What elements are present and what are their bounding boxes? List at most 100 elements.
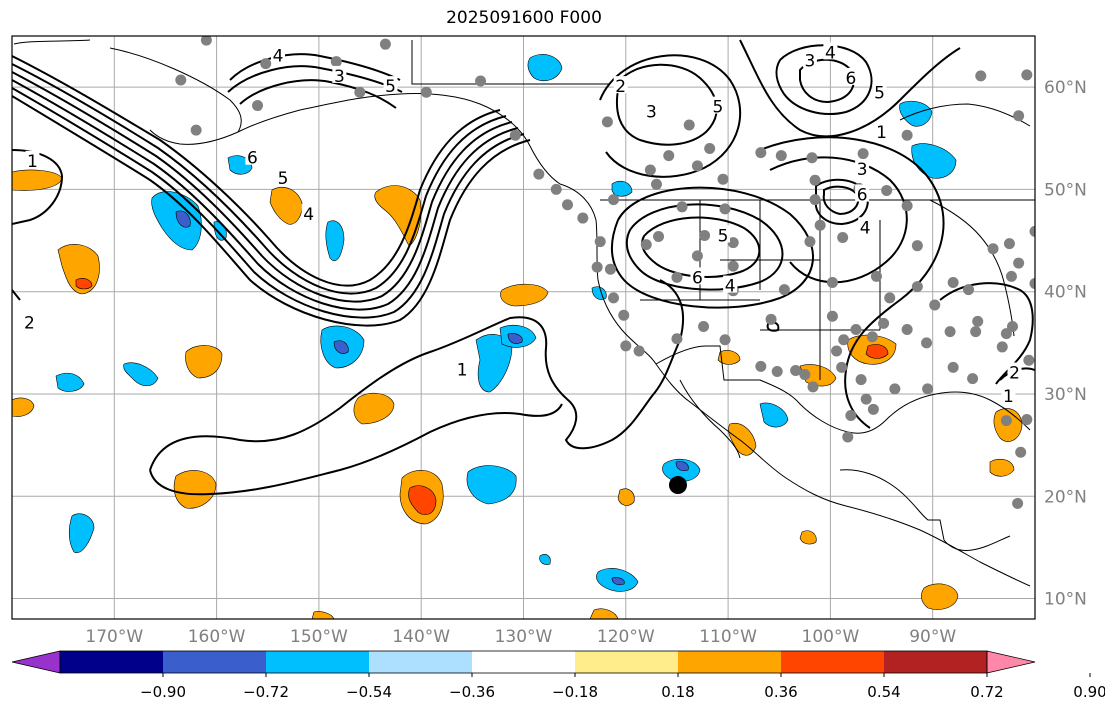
colorbar-segment <box>678 651 781 673</box>
station-dot <box>922 383 934 395</box>
station-dot <box>901 324 913 336</box>
blue-region-14 <box>899 100 933 127</box>
chart-title: 2025091600 F000 <box>446 8 602 28</box>
orange-region-8 <box>399 470 444 525</box>
station-dot <box>755 360 767 372</box>
blue-region-16 <box>759 402 789 428</box>
station-dot <box>190 124 202 136</box>
contour-label-bg <box>710 96 725 114</box>
contour-label-bg <box>1007 362 1022 380</box>
contour-label-bg <box>715 225 730 243</box>
station-dot <box>594 236 606 248</box>
station-dot <box>1029 278 1035 290</box>
colorbar-segment <box>575 651 678 673</box>
station-dot <box>837 231 849 243</box>
station-dot <box>717 173 729 185</box>
orange-region-3 <box>185 345 223 379</box>
contour-label-bg <box>872 82 887 100</box>
contour-label: 5 <box>718 226 729 246</box>
station-dot <box>809 194 821 206</box>
station-dot <box>809 174 821 186</box>
contour-label: 4 <box>273 46 284 66</box>
station-dot <box>591 261 603 273</box>
station-dot <box>1005 270 1017 282</box>
contour-label: 2 <box>24 313 35 333</box>
orange-region-13 <box>921 583 959 610</box>
lon-tick-label: 130°W <box>495 627 553 647</box>
station-dot <box>354 86 366 98</box>
contour-label: 6 <box>692 268 703 288</box>
orange-region-18 <box>799 530 817 545</box>
station-dot <box>1023 354 1035 366</box>
station-dot <box>604 263 616 275</box>
station-dot <box>755 147 767 159</box>
contour-label: 1 <box>27 152 38 172</box>
orange-region-9 <box>500 283 549 307</box>
station-dot <box>644 164 656 176</box>
colorbar-tick-label: −0.18 <box>552 683 598 701</box>
blue-region-6 <box>466 465 517 505</box>
contour-label: 3 <box>646 103 657 123</box>
contour-label: 5 <box>278 169 289 189</box>
contour-label: 4 <box>303 205 314 225</box>
station-dot <box>1003 238 1015 250</box>
station-dot <box>640 239 652 251</box>
colorbar-tick-label: 0.36 <box>764 683 797 701</box>
contour-label: 5 <box>874 83 885 103</box>
station-dot <box>1000 328 1012 340</box>
contour-label: 3 <box>334 67 345 87</box>
highlight-dot <box>668 476 687 495</box>
station-dot <box>845 409 857 421</box>
blue-region-7 <box>55 372 85 392</box>
station-dot <box>577 212 589 224</box>
orange-region-16 <box>617 488 635 506</box>
contour-label-bg <box>855 184 870 202</box>
colorbar-tick-label: −0.54 <box>346 683 392 701</box>
station-dot <box>850 324 862 336</box>
colorbar-segment <box>884 651 987 673</box>
contour-label-bg <box>723 275 738 293</box>
orange-region-7 <box>173 470 217 509</box>
station-dot <box>771 365 783 377</box>
station-dot <box>884 292 896 304</box>
blue-region-20 <box>539 554 551 565</box>
contour-label-bg <box>301 203 316 221</box>
contour-label-bg <box>455 359 470 377</box>
station-dot <box>633 345 645 357</box>
station-dot <box>901 200 913 212</box>
station-dot <box>719 334 731 346</box>
contour-label-bg <box>874 122 889 140</box>
station-dot <box>857 148 869 160</box>
station-dot <box>175 74 187 86</box>
orange-region-2 <box>57 244 100 295</box>
contour-label: 1 <box>876 123 887 143</box>
station-dot <box>330 56 342 68</box>
blue-region-10 <box>68 513 95 553</box>
station-dot <box>881 184 893 196</box>
contour-label: 6 <box>857 186 868 206</box>
station-dot <box>561 199 573 211</box>
lon-tick-label: 150°W <box>290 627 348 647</box>
station-dot <box>1013 110 1025 122</box>
station-dot <box>671 333 683 345</box>
lon-tick-label: 90°W <box>909 627 956 647</box>
contour-label: 6 <box>845 69 856 89</box>
station-dot <box>901 129 913 141</box>
colorbar-tick-label: 0.54 <box>867 683 900 701</box>
station-dot <box>855 374 867 386</box>
station-dot <box>601 116 613 128</box>
colorbar-segment <box>472 651 575 673</box>
colorbar-frame <box>59 650 988 674</box>
station-dot <box>727 260 739 272</box>
blue-region-11 <box>662 458 701 482</box>
station-dot <box>260 58 272 70</box>
station-dot <box>765 313 777 325</box>
station-dot <box>799 369 811 381</box>
contour-label: 1 <box>457 360 468 380</box>
station-dot <box>967 373 979 385</box>
station-dot <box>889 383 901 395</box>
station-dot <box>996 341 1008 353</box>
lat-tick-label: 10°N <box>1044 590 1087 610</box>
station-dot <box>1038 140 1049 151</box>
